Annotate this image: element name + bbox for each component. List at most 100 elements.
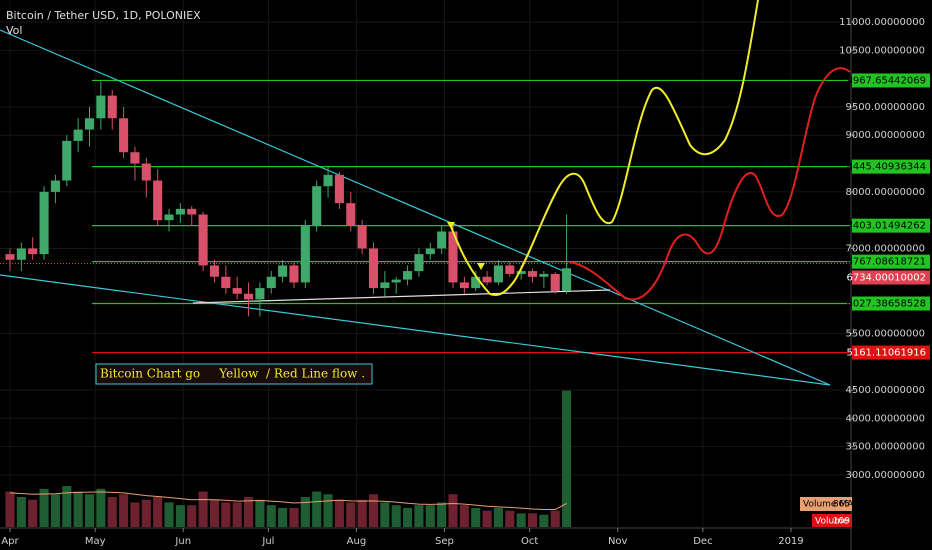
volume-bar bbox=[380, 502, 390, 527]
volume-bar bbox=[39, 488, 49, 527]
candle-body bbox=[505, 265, 515, 274]
candle-body bbox=[414, 254, 424, 272]
candle-body bbox=[539, 273, 549, 277]
volume-bar bbox=[141, 499, 151, 527]
volume-bar bbox=[425, 505, 435, 527]
volume-bar bbox=[221, 502, 231, 527]
volume-bar bbox=[62, 486, 72, 527]
candle-body bbox=[516, 271, 526, 274]
candle-body bbox=[187, 208, 197, 215]
candle-body bbox=[50, 180, 60, 192]
volume-label-bg bbox=[812, 514, 852, 527]
volume-bar bbox=[505, 510, 515, 527]
volume-bar bbox=[187, 505, 197, 527]
volume-bar bbox=[198, 491, 208, 527]
volume-bar bbox=[471, 507, 481, 527]
y-tick-label: 7000.00000000 bbox=[845, 243, 925, 254]
y-tick-label: 4500.00000000 bbox=[845, 385, 925, 396]
price-label-bg bbox=[852, 73, 930, 88]
volume-bar bbox=[482, 510, 492, 527]
y-tick-label: 3000.00000000 bbox=[845, 470, 925, 481]
marker bbox=[447, 222, 455, 229]
candle-body bbox=[164, 214, 174, 221]
candle-body bbox=[221, 276, 231, 289]
candle-body bbox=[346, 203, 356, 226]
volume-bar bbox=[323, 494, 333, 527]
y-tick-label: 8000.00000000 bbox=[845, 187, 925, 198]
candle-body bbox=[62, 140, 72, 181]
y-tick-label: 3500.00000000 bbox=[845, 442, 925, 453]
volume-bar bbox=[437, 502, 447, 527]
candle-body bbox=[175, 208, 185, 215]
price-label: 6027.38658528 bbox=[846, 299, 926, 310]
volume-bar bbox=[562, 390, 572, 527]
price-label: 7403.01494262 bbox=[846, 221, 926, 232]
price-label-bg bbox=[852, 218, 930, 233]
candle-body bbox=[141, 163, 151, 181]
x-tick-label: Nov bbox=[608, 536, 628, 547]
y-tick-label: 9500.00000000 bbox=[845, 102, 925, 113]
trend-line bbox=[0, 29, 831, 386]
x-tick-label: Dec bbox=[693, 536, 712, 547]
price-label: 6734.00010002 bbox=[846, 273, 926, 284]
candle-body bbox=[266, 276, 276, 289]
candle-body bbox=[493, 265, 503, 283]
candles bbox=[5, 81, 572, 317]
price-label: 5161.11061916 bbox=[846, 348, 926, 359]
price-label: 6767.08618721 bbox=[846, 257, 926, 268]
y-tick-label: 4000.00000000 bbox=[845, 413, 925, 424]
y-tick-label: 9000.00000000 bbox=[845, 130, 925, 141]
chart-title: Bitcoin / Tether USD, 1D, POLONIEX bbox=[6, 9, 201, 22]
price-label-bg bbox=[852, 345, 930, 360]
volume-name: Volume bbox=[815, 517, 849, 527]
candle-body bbox=[403, 271, 413, 280]
candle-body bbox=[130, 152, 140, 164]
price-label-bg bbox=[852, 254, 930, 269]
volume-bar bbox=[312, 491, 322, 527]
volume-bar bbox=[448, 494, 458, 527]
candle-body bbox=[550, 273, 560, 291]
volume-bar bbox=[255, 499, 265, 527]
support-line bbox=[192, 289, 611, 304]
candle-body bbox=[255, 288, 265, 300]
volume-value: 109 bbox=[833, 517, 850, 527]
y-tick-label: 5500.00000000 bbox=[845, 328, 925, 339]
candle-body bbox=[96, 95, 106, 119]
chart-subtitle: Vol bbox=[6, 24, 22, 37]
volume-bar bbox=[84, 494, 95, 527]
candle-body bbox=[527, 271, 538, 277]
candle-body bbox=[312, 186, 322, 226]
volume-bar bbox=[243, 497, 254, 527]
volume-bar bbox=[357, 499, 367, 527]
price-label: 9967.65442069 bbox=[846, 75, 926, 86]
candle-body bbox=[198, 214, 208, 266]
x-tick-label: 2019 bbox=[778, 536, 803, 547]
volume-bar bbox=[73, 491, 83, 527]
candle-body bbox=[448, 231, 458, 283]
volume-bar bbox=[493, 507, 503, 527]
x-tick-label: Jul bbox=[261, 536, 274, 547]
axes: 11000.00000000 10500.00000000 9500.0000000… bbox=[1, 17, 930, 547]
price-label-bg bbox=[852, 270, 930, 285]
volume-bar bbox=[550, 510, 560, 527]
candle-body bbox=[562, 268, 572, 291]
price-label-bg bbox=[852, 296, 930, 311]
candle-body bbox=[334, 174, 344, 204]
candle-body bbox=[39, 191, 49, 255]
volume-bar bbox=[414, 505, 424, 527]
trend-line bbox=[0, 274, 831, 386]
annotation: Bitcoin Chart go Yellow / Red Line flow … bbox=[100, 367, 365, 381]
candle-body bbox=[232, 288, 242, 294]
price-label-bg bbox=[852, 159, 930, 174]
candle-body bbox=[289, 265, 299, 283]
volume-bar bbox=[107, 497, 117, 527]
volume-bar bbox=[539, 514, 549, 527]
volume-bar bbox=[527, 513, 538, 527]
volume-bar bbox=[391, 505, 401, 527]
candle-body bbox=[323, 174, 333, 187]
volume-bar bbox=[459, 505, 469, 527]
candle-body bbox=[300, 225, 310, 283]
candle-body bbox=[16, 248, 26, 260]
